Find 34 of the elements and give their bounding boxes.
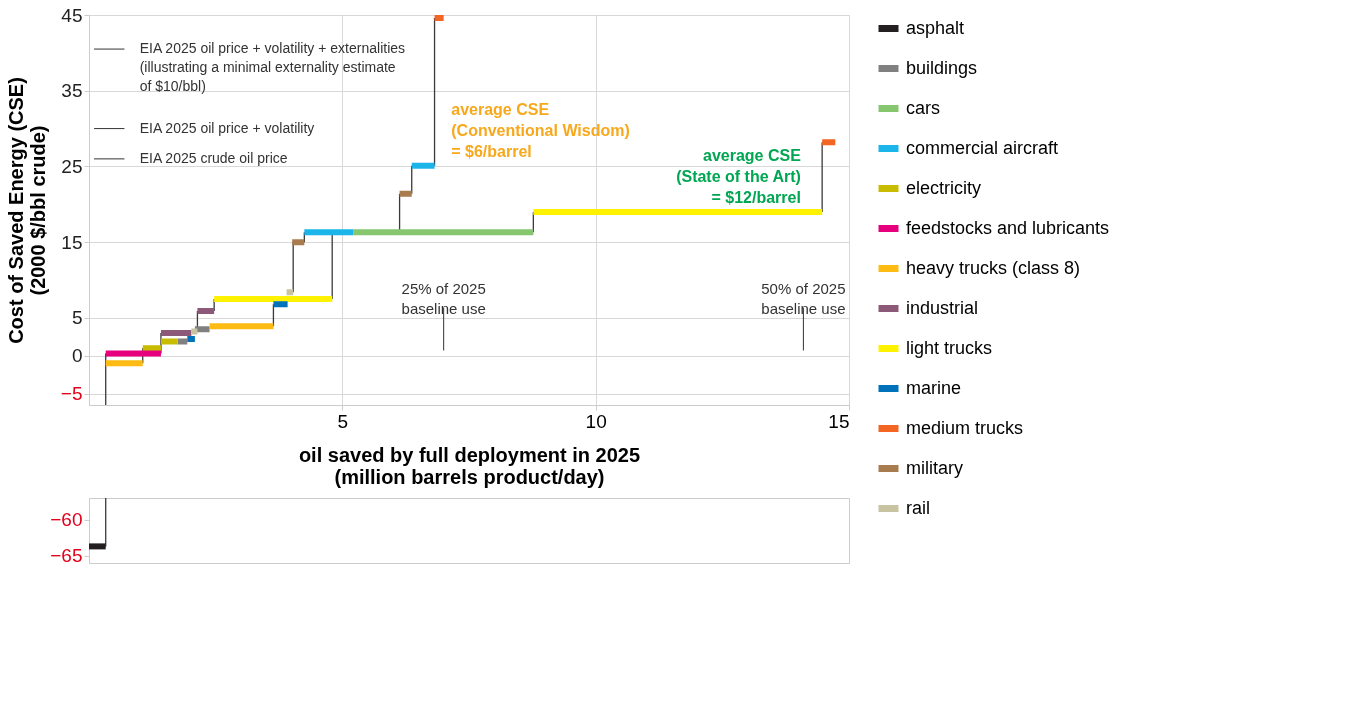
legend-label: buildings [906, 57, 978, 78]
legend-label: feedstocks and lubricants [906, 217, 1110, 238]
x-axis-title: oil saved by full deployment in 2025 (million barrels product/day) [298, 443, 641, 488]
y-tick-label: 25 [61, 155, 83, 177]
annotation: 50% of 2025 baseline use [761, 279, 846, 317]
legend-label: heavy trucks (class 8) [906, 257, 1081, 278]
x-tick-label: 15 [828, 410, 850, 432]
legend-label: military [906, 457, 963, 478]
legend-label: medium trucks [906, 417, 1024, 438]
y-tick-label: 0 [71, 345, 83, 367]
legend-label: asphalt [906, 17, 965, 38]
legend-label: electricity [906, 177, 982, 198]
legend-label: rail [906, 497, 931, 518]
y-tick-label: −5 [60, 383, 83, 405]
legend-label: light trucks [906, 337, 993, 358]
annotation: average CSE (State of the Art) = $12/barrel [676, 146, 802, 206]
legend-label: cars [906, 97, 941, 118]
annotation: 25% of 2025 baseline use [401, 279, 486, 317]
legend-label: commercial aircraft [906, 137, 1059, 158]
annotation: average CSE (Conventional Wisdom) = $6/barrel [451, 101, 630, 161]
x-tick-label: 10 [585, 410, 607, 432]
y-tick-label: 5 [71, 307, 83, 329]
legend-label: marine [906, 377, 962, 398]
y-tick-label: 35 [61, 80, 83, 102]
y-tick-label: 15 [61, 231, 83, 253]
x-tick-label: 5 [337, 410, 349, 432]
legend-label: industrial [906, 297, 979, 318]
y-tick-label: 45 [61, 4, 83, 26]
annotation: EIA 2025 oil price + volatility [139, 119, 315, 136]
annotation: EIA 2025 crude oil price [139, 149, 288, 166]
y-tick-label: −60 [50, 509, 83, 531]
y-tick-label: −65 [50, 545, 83, 567]
y-axis-title: Cost of Saved Energy (CSE) (2000 $/bbl crude) [4, 77, 49, 344]
annotation: EIA 2025 oil price + volatility + externalities (illustrating a minimal externality estimate of $10/bbl) [139, 40, 406, 95]
